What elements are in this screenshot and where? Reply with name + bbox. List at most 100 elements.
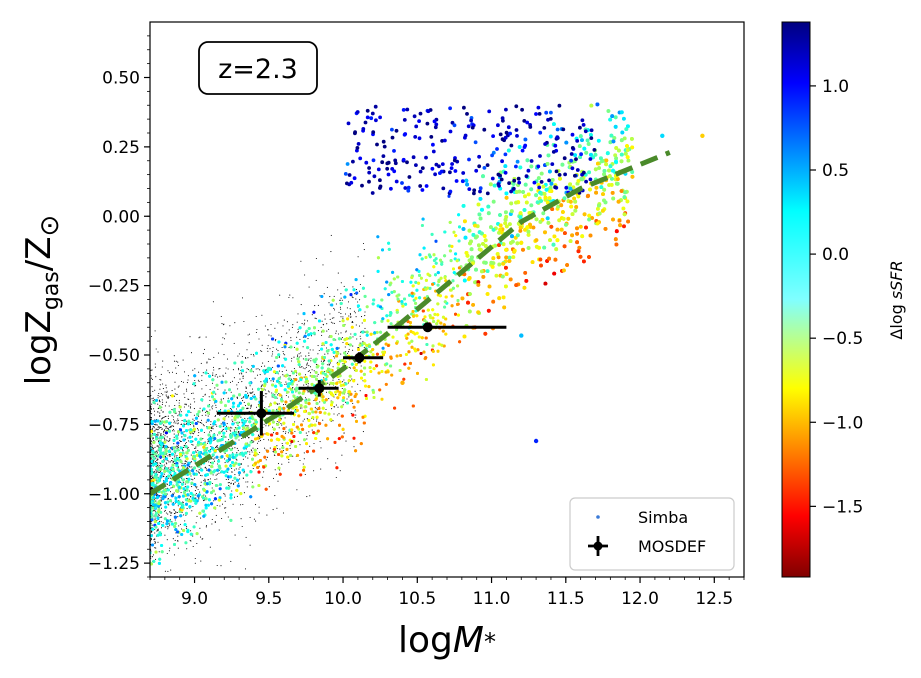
simba-point	[190, 411, 192, 414]
simba-point	[267, 329, 269, 331]
simba-point	[348, 315, 350, 317]
simba-point	[320, 447, 322, 449]
simba-point	[338, 379, 340, 381]
simba-point	[175, 367, 177, 369]
simba-point	[151, 427, 154, 429]
simba-point	[186, 382, 188, 384]
simba-point	[241, 397, 243, 399]
simba-point	[290, 339, 292, 342]
simba-point	[230, 560, 232, 562]
simba-point	[306, 435, 308, 437]
simba-point	[306, 363, 308, 365]
simba-point	[264, 365, 266, 367]
simba-point	[197, 429, 199, 431]
simba-point	[154, 517, 156, 519]
simba-point	[190, 454, 192, 456]
simba-point	[240, 504, 242, 506]
simba-point	[185, 423, 187, 425]
simba-point	[306, 389, 308, 392]
simba-point	[215, 446, 217, 448]
simba-point	[209, 389, 211, 391]
simba-point	[308, 370, 310, 372]
simba-point	[156, 418, 158, 421]
simba-point	[260, 350, 262, 352]
simba-point	[359, 342, 361, 344]
simba-point	[153, 414, 156, 416]
simba-point	[357, 383, 359, 385]
simba-point	[265, 459, 267, 461]
simba-point	[187, 398, 189, 400]
simba-point	[308, 286, 310, 288]
simba-point	[160, 433, 162, 435]
simba-point	[298, 366, 301, 368]
simba-point	[270, 323, 272, 326]
simba-point	[191, 466, 193, 468]
simba-point	[173, 360, 176, 362]
simba-point	[245, 371, 247, 373]
simba-point	[193, 447, 196, 449]
simba-point	[163, 439, 166, 441]
simba-point	[264, 406, 266, 409]
simba-point	[160, 521, 162, 523]
simba-point	[337, 406, 339, 408]
simba-point	[210, 421, 212, 423]
simba-point	[185, 441, 187, 444]
simba-point	[302, 358, 304, 360]
simba-point	[210, 448, 212, 451]
simba-point	[150, 599, 151, 600]
simba-point	[173, 422, 175, 424]
simba-point	[245, 481, 247, 483]
simba-point	[255, 331, 257, 334]
simba-point	[183, 445, 185, 447]
simba-point	[167, 415, 169, 417]
simba-point	[194, 562, 196, 564]
simba-point	[153, 539, 155, 541]
simba-point	[275, 339, 277, 341]
simba-point	[195, 492, 197, 495]
simba-point	[272, 432, 275, 434]
simba-point	[212, 374, 214, 377]
simba-point	[156, 451, 158, 453]
simba-point	[353, 310, 355, 312]
simba-point	[211, 482, 213, 485]
simba-point	[214, 387, 216, 389]
simba-point	[348, 351, 350, 353]
simba-point	[168, 477, 170, 479]
simba-point	[289, 447, 291, 449]
simba-point	[181, 419, 183, 422]
simba-point	[216, 473, 218, 475]
simba-point	[323, 371, 325, 373]
simba-point	[334, 357, 336, 359]
simba-point	[261, 314, 263, 316]
simba-point	[194, 379, 196, 382]
simba-point	[170, 514, 172, 516]
simba-point	[224, 495, 226, 497]
simba-point	[150, 538, 152, 541]
simba-point	[167, 428, 169, 430]
simba-point	[152, 437, 154, 439]
simba-point	[283, 410, 285, 412]
simba-point	[362, 431, 364, 433]
simba-point	[208, 440, 210, 442]
simba-point	[342, 341, 344, 344]
simba-point	[236, 459, 238, 461]
simba-point	[177, 423, 179, 425]
simba-point	[217, 388, 219, 390]
simba-point	[289, 445, 291, 447]
simba-point	[230, 483, 232, 485]
simba-point	[177, 419, 179, 421]
simba-point	[203, 494, 205, 496]
simba-point	[242, 377, 244, 380]
simba-point	[239, 378, 241, 380]
simba-point	[157, 458, 159, 460]
simba-point	[355, 316, 357, 318]
simba-point	[266, 347, 268, 349]
simba-point	[160, 499, 162, 501]
simba-point	[169, 511, 171, 513]
simba-point	[310, 335, 313, 337]
simba-point	[259, 451, 261, 454]
simba-point	[185, 420, 187, 422]
simba-point	[205, 495, 207, 497]
simba-point	[164, 460, 166, 462]
simba-point	[354, 417, 356, 419]
